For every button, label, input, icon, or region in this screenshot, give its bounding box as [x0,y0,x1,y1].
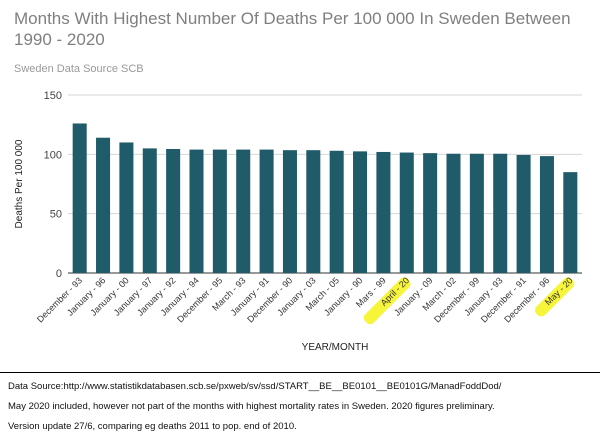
bar [72,123,87,273]
version-note: Version update 27/6, comparing eg deaths… [8,421,297,432]
y-tick-label: 0 [56,268,62,280]
bar [399,152,414,273]
y-axis-label: Deaths Per 100 000 [14,139,25,228]
bar [539,156,554,273]
highlight-marker [363,277,411,325]
bar [516,154,531,273]
bar [259,149,274,273]
bar [353,151,368,273]
chart-subtitle: Sweden Data Source SCB [14,63,144,75]
bar [329,150,344,273]
bar [493,153,508,273]
highlight-marker [534,277,575,317]
bar [282,150,297,273]
bar [446,153,461,273]
data-source-note: Data Source:http://www.statistikdatabase… [8,381,502,392]
divider [0,372,600,373]
bar [563,172,578,273]
y-tick-label: 100 [44,149,62,161]
y-tick-label: 50 [50,209,62,221]
may-2020-note: May 2020 included, however not part of t… [8,401,495,412]
bar [236,149,251,273]
chart-panel: Months With Highest Number Of Deaths Per… [14,9,582,353]
bar [423,153,438,273]
bar [306,150,321,273]
bar [96,137,111,273]
bar [212,149,227,273]
y-tick-label: 150 [44,90,62,102]
bar [376,151,391,273]
x-axis-label: YEAR/MONTH [302,342,369,353]
bar [469,153,484,273]
bar [142,148,157,273]
chart-title: Months With Highest Number Of Deaths Per… [14,9,571,49]
bar [166,148,181,273]
bar [189,149,204,273]
bar [119,142,134,273]
